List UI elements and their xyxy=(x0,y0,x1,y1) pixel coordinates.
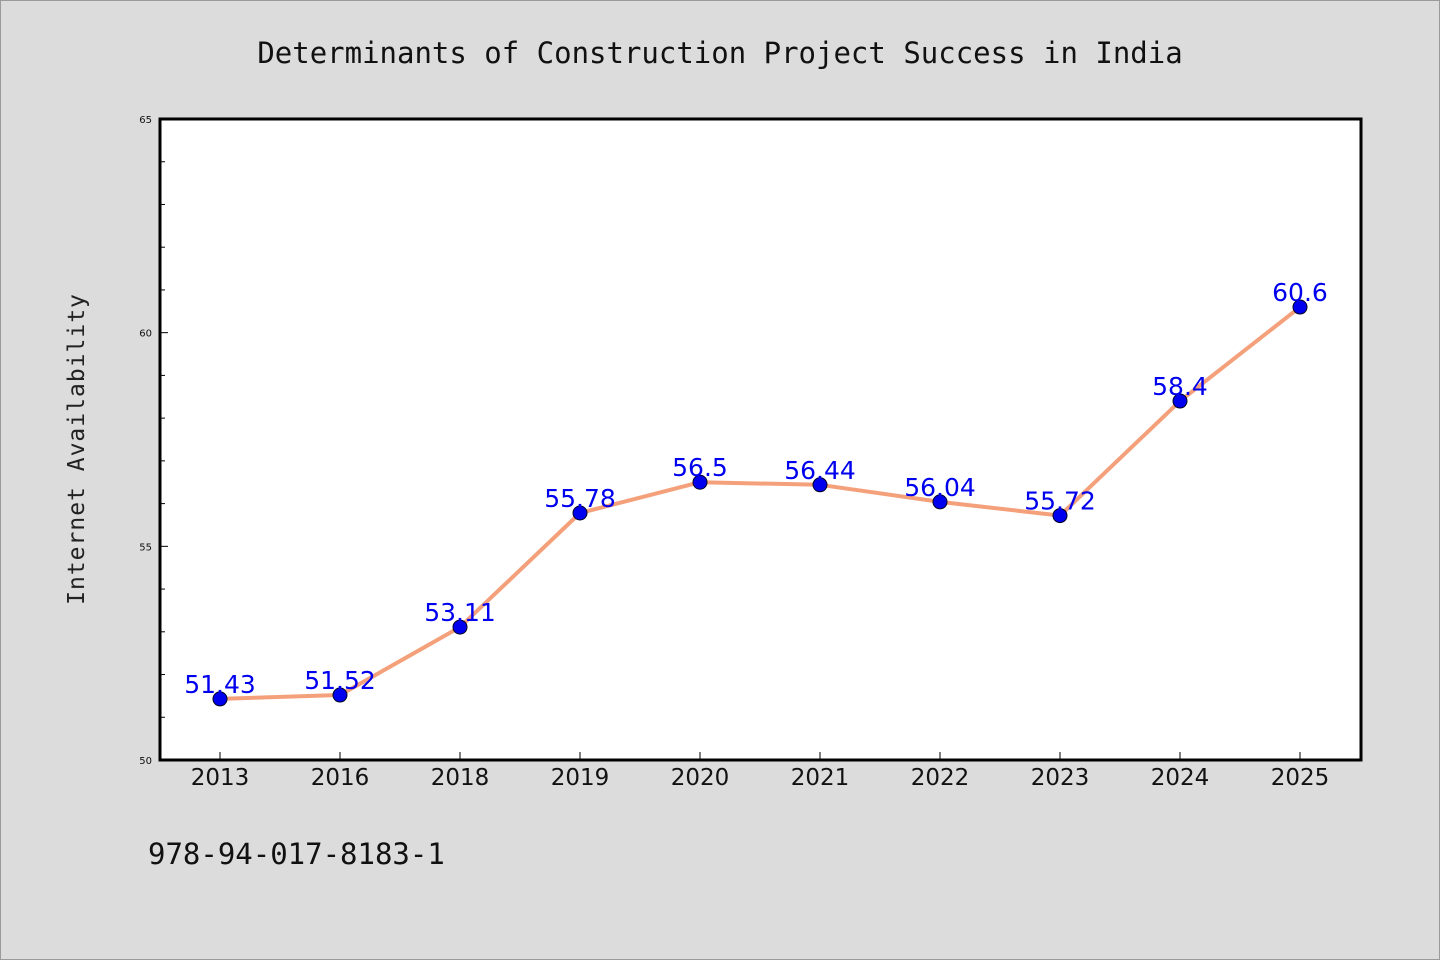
data-label-2025: 60.6 xyxy=(1272,278,1328,307)
x-tick-label: 2021 xyxy=(791,765,850,791)
data-point-2021 xyxy=(812,477,828,493)
x-tick-label: 2023 xyxy=(1031,765,1090,791)
x-tick-label: 2025 xyxy=(1271,765,1330,791)
series-line xyxy=(218,305,1302,701)
y-axis: 50 55 60 65 xyxy=(139,115,168,767)
data-point-2022 xyxy=(932,494,948,510)
x-tick-label: 2020 xyxy=(671,765,730,791)
data-label-2021: 56.44 xyxy=(784,456,856,485)
chart-title: Determinants of Construction Project Suc… xyxy=(257,36,1182,70)
isbn-footnote: 978-94-017-8183-1 xyxy=(148,837,445,871)
data-label-2013: 51.43 xyxy=(184,670,256,699)
data-label-2022: 56.04 xyxy=(904,473,976,502)
data-point-2013 xyxy=(212,691,228,707)
x-axis: 2013 2016 2018 2019 2020 2021 2022 2023 2024 2025 xyxy=(191,752,1330,791)
x-tick-label: 2019 xyxy=(551,765,610,791)
data-label-2020: 56.5 xyxy=(672,453,728,482)
data-point-2016 xyxy=(332,687,348,703)
x-tick-label: 2016 xyxy=(311,765,370,791)
data-points xyxy=(212,299,1308,707)
y-tick-label: 55 xyxy=(139,542,152,553)
data-label-2018: 53.11 xyxy=(424,598,496,627)
y-tick-label: 50 xyxy=(139,756,152,767)
data-label-2023: 55.72 xyxy=(1024,487,1096,516)
data-point-2024 xyxy=(1172,393,1188,409)
data-label-2019: 55.78 xyxy=(544,484,616,513)
data-point-2020 xyxy=(692,474,708,490)
y-tick-label: 60 xyxy=(139,329,152,340)
data-label-2024: 58.4 xyxy=(1152,372,1208,401)
data-point-2023 xyxy=(1052,508,1068,524)
data-point-2019 xyxy=(572,505,588,521)
x-tick-label: 2018 xyxy=(431,765,490,791)
data-label-2016: 51.52 xyxy=(304,666,376,695)
data-point-2018 xyxy=(452,619,468,635)
x-tick-label: 2013 xyxy=(191,765,250,791)
data-labels: 51.43 51.52 53.11 55.78 56.5 56.44 56.04 55.72 5… xyxy=(184,278,1328,699)
plot-area xyxy=(158,117,1363,762)
x-tick-label: 2024 xyxy=(1151,765,1210,791)
x-tick-label: 2022 xyxy=(911,765,970,791)
y-tick-label: 65 xyxy=(139,115,152,126)
data-point-2025 xyxy=(1292,299,1308,315)
series-line-group xyxy=(218,305,1302,701)
y-axis-label: Internet Availability xyxy=(64,293,90,605)
